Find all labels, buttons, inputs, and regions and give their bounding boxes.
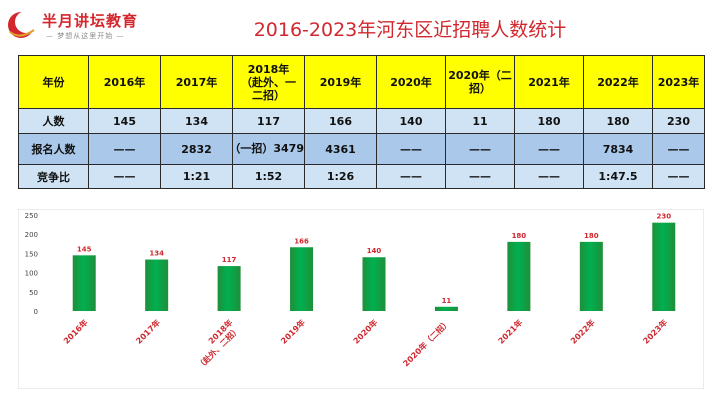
year-header-line: 二招） bbox=[252, 88, 285, 102]
year-header-cell: 2023年 bbox=[652, 55, 705, 109]
applicants-cell-text: 3479（一招） bbox=[234, 141, 304, 155]
bar-value-label: 117 bbox=[222, 256, 237, 264]
year-header-cell: 2019年 bbox=[304, 55, 377, 109]
year-header-line: 2018年 bbox=[247, 62, 290, 76]
bar-chart-svg: 0501001502002501452016年1342017年1172018年（… bbox=[18, 209, 704, 389]
applicants-cell: —— bbox=[514, 133, 584, 165]
bar-value-label: 11 bbox=[442, 297, 452, 305]
year-header-line: 2020年（二 bbox=[448, 69, 512, 82]
count-cell: 230 bbox=[652, 108, 705, 134]
year-header-line: 2016年 bbox=[103, 75, 146, 89]
stats-table: 年份 2016年 2017年 2018年 （赴外、一 二招） 2019年 2020年… bbox=[18, 55, 705, 189]
applicants-cell: —— bbox=[88, 133, 161, 165]
ratio-cell: —— bbox=[445, 164, 515, 189]
applicants-cell: —— bbox=[376, 133, 446, 165]
y-tick-label: 50 bbox=[29, 289, 38, 297]
bar-value-label: 180 bbox=[584, 232, 599, 240]
logo: 半月讲坛教育 — 梦想从这里开始 — bbox=[6, 8, 156, 46]
bar bbox=[290, 247, 314, 311]
row-label-ratio: 竞争比 bbox=[18, 164, 89, 189]
half-moon-logo-icon bbox=[8, 11, 37, 38]
bar-value-label: 134 bbox=[149, 250, 164, 258]
year-header-cell: 2016年 bbox=[88, 55, 161, 109]
count-cell: 11 bbox=[445, 108, 515, 134]
ratio-cell: —— bbox=[514, 164, 584, 189]
applicants-cell: —— bbox=[445, 133, 515, 165]
bar bbox=[145, 259, 169, 311]
page-title: 2016-2023年河东区近招聘人数统计 bbox=[253, 19, 567, 41]
year-header-line: 2020年 bbox=[390, 75, 432, 89]
bar-value-label: 140 bbox=[367, 247, 382, 255]
bar-value-label: 180 bbox=[512, 232, 527, 240]
year-header-line: 2017年 bbox=[175, 75, 218, 89]
bar bbox=[362, 257, 386, 311]
logo-name: 半月讲坛教育 bbox=[42, 12, 139, 30]
ratio-cell: 1:26 bbox=[304, 164, 377, 189]
y-tick-label: 150 bbox=[25, 250, 38, 258]
count-cell: 145 bbox=[88, 108, 161, 134]
table-row-counts: 人数 145 134 117 166 140 11 180 180 230 bbox=[18, 108, 705, 134]
bar bbox=[652, 222, 676, 311]
table-header-row: 年份 2016年 2017年 2018年 （赴外、一 二招） 2019年 2020年… bbox=[18, 55, 705, 109]
bar bbox=[579, 241, 603, 311]
applicants-cell: 7834 bbox=[583, 133, 653, 165]
row-label-applicants: 报名人数 bbox=[18, 133, 89, 165]
bar bbox=[434, 306, 458, 311]
bar bbox=[507, 241, 531, 311]
year-header-cell: 2021年 bbox=[514, 55, 584, 109]
bar-chart: 0 50 100 150 200 250 145 2016年 134 2017年 117 2018年（… bbox=[18, 209, 704, 389]
year-header-cell: 2017年 bbox=[160, 55, 233, 109]
applicants-cell: 3479（一招） bbox=[232, 133, 305, 165]
logo-slogan: — 梦想从这里开始 — bbox=[46, 32, 125, 40]
year-header-line: 招） bbox=[469, 82, 491, 95]
y-tick-label: 100 bbox=[25, 270, 38, 278]
applicants-cell: —— bbox=[652, 133, 705, 165]
count-cell: 180 bbox=[514, 108, 584, 134]
ratio-cell: —— bbox=[652, 164, 705, 189]
year-header-line: 2019年 bbox=[319, 75, 362, 89]
year-header-cell: 2022年 bbox=[583, 55, 653, 109]
ratio-cell: 1:52 bbox=[232, 164, 305, 189]
count-cell: 117 bbox=[232, 108, 305, 134]
bar-value-label: 230 bbox=[656, 213, 671, 221]
bar bbox=[217, 266, 241, 311]
row-label-count: 人数 bbox=[18, 108, 89, 134]
ratio-cell: —— bbox=[376, 164, 446, 189]
table-row-applicants: 报名人数 —— 2832 3479（一招） 4361 —— —— —— 7834… bbox=[18, 133, 705, 165]
count-cell: 180 bbox=[583, 108, 653, 134]
year-header-cell: 2018年 （赴外、一 二招） bbox=[232, 55, 305, 109]
count-cell: 166 bbox=[304, 108, 377, 134]
y-tick-label: 0 bbox=[34, 308, 38, 316]
bar-value-label: 166 bbox=[294, 237, 309, 245]
y-tick-label: 200 bbox=[25, 231, 38, 239]
bar-value-label: 145 bbox=[77, 245, 92, 253]
applicants-cell: 2832 bbox=[160, 133, 233, 165]
ratio-cell: 1:47.5 bbox=[583, 164, 653, 189]
ratio-cell: —— bbox=[88, 164, 161, 189]
year-header-line: 2023年 bbox=[657, 75, 700, 89]
count-cell: 140 bbox=[376, 108, 446, 134]
year-header-line: 2022年 bbox=[597, 75, 639, 89]
year-header-line: （赴外、一 bbox=[241, 75, 296, 89]
ratio-cell: 1:21 bbox=[160, 164, 233, 189]
count-cell: 134 bbox=[160, 108, 233, 134]
y-tick-label: 250 bbox=[25, 212, 38, 220]
year-header-cell: 2020年 bbox=[376, 55, 446, 109]
row-label-year: 年份 bbox=[18, 55, 89, 109]
year-header-line: 2021年 bbox=[528, 75, 570, 89]
table-row-ratios: 竞争比 —— 1:21 1:52 1:26 —— —— —— 1:47.5 —— bbox=[18, 164, 705, 189]
applicants-cell: 4361 bbox=[304, 133, 377, 165]
year-header-cell: 2020年（二 招） bbox=[445, 55, 515, 109]
bar bbox=[72, 255, 96, 311]
